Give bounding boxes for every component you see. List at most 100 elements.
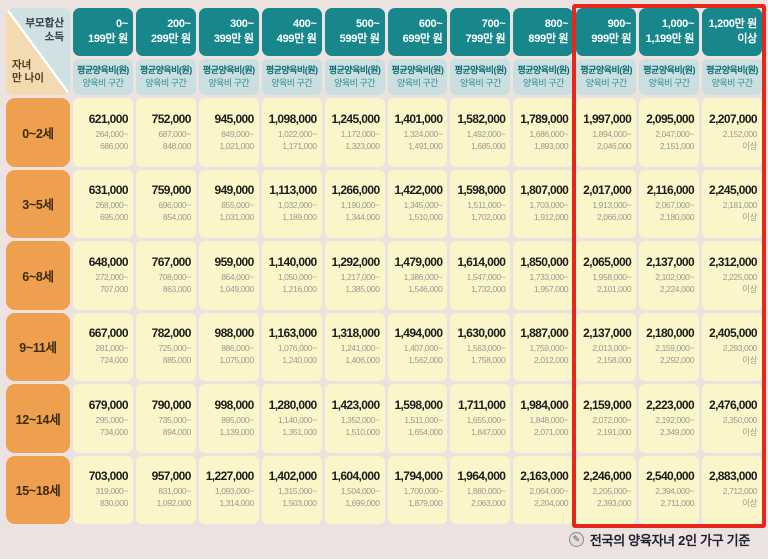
column-subheader: 평균양육비(원) 양육비 구간 — [324, 59, 385, 95]
income-bracket-header: 200~ 299만 원 — [135, 8, 196, 56]
avg-cost-value: 959,000 — [214, 254, 255, 269]
cost-cell: 679,000 295,000~ 734,000 — [73, 384, 133, 453]
avg-cost-value: 2,883,000 — [709, 469, 758, 484]
avg-cost-value: 767,000 — [151, 254, 192, 269]
age-row-header: 12~14세 — [6, 384, 70, 453]
avg-cost-value: 2,159,000 — [583, 397, 632, 412]
cost-cell: 2,137,000 2,013,000~ 2,158,000 — [576, 312, 637, 381]
cost-cell: 1,984,000 1,848,000~ 2,071,000 — [513, 384, 574, 453]
avg-cost-value: 1,598,000 — [457, 183, 506, 198]
cost-range-value: 2,712,000 이상 — [722, 486, 758, 509]
avg-cost-value: 2,180,000 — [646, 326, 695, 341]
cost-cell: 703,000 319,000~ 830,000 — [73, 455, 133, 524]
cost-cell: 2,095,000 2,047,000~ 2,151,000 — [639, 98, 700, 167]
footnote-text: 전국의 양육자녀 2인 가구 기준 — [589, 532, 750, 548]
cost-range-value: 1,759,000~ 2,012,000 — [529, 343, 569, 366]
avg-cost-label: 평균양육비(원) — [517, 64, 570, 75]
cost-cell: 1,402,000 1,315,000~ 1,503,000 — [261, 455, 322, 524]
avg-cost-value: 1,098,000 — [268, 111, 318, 126]
age-row-header: 3~5세 — [6, 169, 70, 238]
cost-cell: 1,245,000 1,172,000~ 1,323,000 — [324, 98, 385, 167]
cost-range-label: 양육비 구간 — [271, 78, 313, 88]
avg-cost-value: 782,000 — [151, 326, 192, 341]
column-subheader: 평균양육비(원) 양육비 구간 — [576, 59, 637, 95]
avg-cost-value: 1,794,000 — [394, 469, 443, 484]
avg-cost-value: 1,598,000 — [394, 397, 443, 412]
cost-cell: 767,000 708,000~ 863,000 — [135, 241, 196, 310]
cost-cell: 759,000 696,000~ 854,000 — [135, 169, 196, 238]
age-row-header: 0~2세 — [6, 98, 70, 167]
avg-cost-value: 631,000 — [88, 183, 129, 198]
avg-cost-value: 998,000 — [214, 397, 255, 412]
avg-cost-value: 2,476,000 — [709, 397, 758, 412]
cost-cell: 648,000 272,000~ 707,000 — [73, 241, 133, 310]
avg-cost-value: 1,807,000 — [520, 183, 569, 198]
income-bracket-header: 300~ 399만 원 — [198, 8, 259, 56]
cost-cell: 2,223,000 2,192,000~ 2,349,000 — [639, 384, 700, 453]
column-subheader: 평균양육비(원) 양육비 구간 — [387, 59, 448, 95]
avg-cost-value: 679,000 — [88, 397, 129, 412]
avg-cost-value: 2,207,000 — [709, 111, 758, 126]
cost-range-value: 1,511,000~ 1,654,000 — [404, 414, 443, 437]
income-bracket-header: 700~ 799만 원 — [450, 8, 511, 56]
income-bracket-header: 500~ 599만 원 — [324, 8, 385, 56]
cost-range-value: 1,032,000~ 1,189,000 — [277, 200, 317, 223]
cost-range-value: 855,000~ 1,031,000 — [219, 200, 255, 223]
cost-cell: 1,266,000 1,190,000~ 1,344,000 — [324, 169, 385, 238]
avg-cost-label: 평균양육비(원) — [454, 64, 507, 75]
avg-cost-value: 2,017,000 — [583, 183, 632, 198]
cost-cell: 988,000 886,000~ 1,075,000 — [198, 312, 259, 381]
avg-cost-value: 1,494,000 — [394, 326, 443, 341]
cost-cell: 631,000 268,000~ 695,000 — [73, 169, 133, 238]
cost-range-value: 319,000~ 830,000 — [95, 486, 128, 509]
cost-range-value: 1,913,000~ 2,066,000 — [592, 200, 632, 223]
avg-cost-value: 2,540,000 — [646, 469, 695, 484]
cost-cell: 2,883,000 2,712,000 이상 — [702, 455, 762, 524]
cost-cell: 2,137,000 2,102,000~ 2,224,000 — [639, 241, 700, 310]
childcare-cost-table: 부모합산 소득 자녀 만 나이 0~ 199만 원 평균양육비(원) 양육비 구간 2… — [6, 4, 766, 528]
cost-range-value: 831,000~ 1,092,000 — [156, 486, 192, 509]
cost-cell: 2,065,000 1,958,000~ 2,101,000 — [576, 241, 637, 310]
cost-range-label: 양육비 구간 — [711, 78, 753, 88]
avg-cost-value: 988,000 — [214, 326, 255, 341]
cost-range-value: 1,703,000~ 1,912,000 — [529, 200, 569, 223]
cost-range-value: 1,547,000~ 1,732,000 — [466, 271, 506, 294]
cost-cell: 1,422,000 1,345,000~ 1,510,000 — [387, 169, 448, 238]
cost-range-value: 264,000~ 686,000 — [95, 128, 128, 151]
cost-range-label: 양육비 구간 — [397, 78, 438, 88]
avg-cost-value: 1,604,000 — [331, 469, 381, 484]
cost-range-value: 1,880,000~ 2,063,000 — [466, 486, 506, 509]
cost-range-value: 2,102,000~ 2,224,000 — [655, 271, 695, 294]
avg-cost-value: 1,266,000 — [331, 183, 381, 198]
avg-cost-value: 667,000 — [88, 326, 129, 341]
income-bracket-header: 1,200만 원 이상 — [702, 8, 762, 56]
avg-cost-value: 1,614,000 — [457, 254, 506, 269]
age-row-header: 9~11세 — [6, 312, 70, 381]
avg-cost-value: 648,000 — [88, 254, 129, 269]
cost-cell: 957,000 831,000~ 1,092,000 — [135, 455, 196, 524]
avg-cost-value: 1,318,000 — [331, 326, 381, 341]
cost-range-value: 1,345,000~ 1,510,000 — [403, 200, 443, 223]
cost-cell: 1,887,000 1,759,000~ 2,012,000 — [513, 312, 574, 381]
cost-cell: 2,245,000 2,181,000 이상 — [702, 169, 762, 238]
income-bracket-header: 900~ 999만 원 — [576, 8, 637, 56]
cost-cell: 1,494,000 1,407,000~ 1,562,000 — [387, 312, 448, 381]
cost-cell: 2,116,000 2,067,000~ 2,180,000 — [639, 169, 700, 238]
cost-range-label: 양육비 구간 — [648, 78, 690, 88]
corner-header: 부모합산 소득 자녀 만 나이 — [6, 8, 70, 95]
cost-range-value: 886,000~ 1,075,000 — [219, 343, 255, 366]
avg-cost-label: 평균양육비(원) — [328, 64, 381, 75]
avg-cost-label: 평균양육비(원) — [140, 64, 192, 75]
cost-range-label: 양육비 구간 — [459, 78, 501, 88]
cost-range-value: 1,241,000~ 1,406,000 — [340, 343, 380, 366]
cost-range-value: 1,172,000~ 1,323,000 — [340, 128, 380, 151]
avg-cost-value: 2,312,000 — [709, 254, 758, 269]
avg-cost-value: 957,000 — [151, 469, 192, 484]
cost-cell: 790,000 735,000~ 894,000 — [135, 384, 196, 453]
avg-cost-value: 1,997,000 — [583, 111, 632, 126]
cost-range-label: 양육비 구간 — [145, 78, 187, 88]
avg-cost-value: 2,246,000 — [583, 469, 632, 484]
cost-range-value: 708,000~ 863,000 — [158, 271, 191, 294]
avg-cost-value: 1,402,000 — [268, 469, 318, 484]
cost-range-value: 2,064,000~ 2,204,000 — [529, 486, 569, 509]
